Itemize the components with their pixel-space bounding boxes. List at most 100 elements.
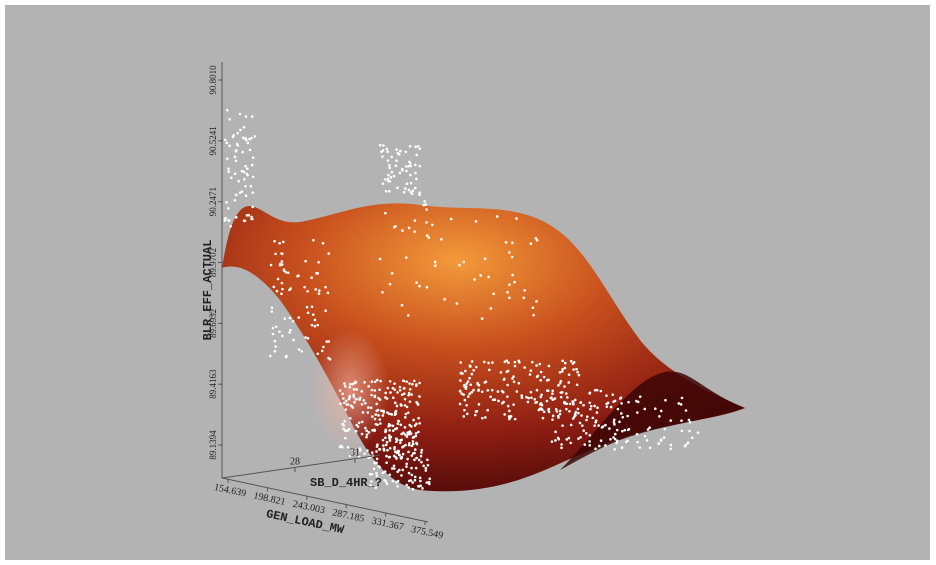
scatter-dot [414,171,417,175]
scatter-dot [381,414,385,417]
scatter-dot [396,470,399,474]
scatter-dot [280,252,283,255]
scatter-dot [588,401,592,405]
scatter-dot [386,411,389,414]
scatter-dot [401,229,404,232]
scatter-dot [378,418,382,421]
scatter-dot [542,375,546,379]
scatter-dot [228,118,231,121]
scatter-dot [306,289,309,293]
scatter-dot [405,165,408,168]
scatter-dot [669,447,673,451]
scatter-dot [385,454,388,458]
scatter-dot [604,444,607,447]
scatter-dot [496,390,500,393]
scatter-dot [407,443,411,447]
scatter-dot [539,379,543,382]
scatter-dot [392,174,396,178]
scatter-dot [540,393,543,397]
scatter-dot [574,410,578,414]
scatter-dot [360,432,364,436]
scatter-dot [384,189,388,193]
scatter-dot [567,436,571,440]
scatter-dot [407,391,411,395]
scatter-dot [381,149,385,152]
scatter-dot [535,300,538,303]
z-tick-label: 89.4163 [208,369,218,399]
scatter-dot [362,399,366,402]
scatter-dot [386,150,389,153]
scatter-dot [246,173,249,177]
scatter-dot [317,260,320,264]
scatter-dot [627,427,631,431]
scatter-dot [388,282,392,286]
scatter-dot [405,465,408,468]
scatter-dot [416,403,420,406]
scatter-dot [407,471,411,475]
scatter-dot [503,413,506,416]
x-axis [221,477,429,523]
scatter-dot [352,388,356,391]
z-tick-label: 89.1394 [208,430,218,460]
scatter-dot [411,487,415,491]
scatter-dot [413,458,416,462]
scatter-dot [477,388,480,392]
z-tick-label: 89.9702 [208,248,218,277]
scatter-dot [395,159,398,163]
scatter-dot [426,458,429,462]
scatter-dot [418,395,421,398]
scatter-dot [501,401,504,405]
scatter-dot [669,419,673,422]
scatter-dot [389,391,392,394]
scatter-dot [487,361,490,365]
scatter-dot [387,173,390,177]
scatter-dot [558,371,562,374]
scatter-dot [339,402,342,406]
scatter-dot [288,316,292,320]
scatter-dot [464,387,468,390]
scatter-dot [284,270,288,274]
scatter-dot [406,411,410,414]
scatter-dot [390,170,394,174]
scatter-dot [462,415,466,418]
scatter-dot [406,433,409,436]
scatter-dot [558,381,562,385]
scatter-dot [391,424,395,428]
scatter-dot [563,366,567,370]
scatter-dot [375,477,379,481]
scatter-dot [551,389,554,393]
scatter-dot [418,164,422,168]
scatter-dot [470,372,474,376]
scatter-dot [225,108,229,112]
scatter-dot [414,432,418,435]
scatter-dot [569,423,573,427]
scatter-dot [413,424,417,427]
scatter-dot [411,440,415,443]
scatter-dot [377,414,380,417]
scatter-dot [507,415,511,418]
scatter-dot [459,379,462,382]
scatter-dot [486,389,490,392]
scatter-dot [385,440,389,444]
scatter-dot [520,394,524,397]
scatter-dot [395,438,399,442]
scatter-dot [680,396,684,400]
scatter-dot [251,191,254,194]
scatter-dot [386,448,389,452]
scatter-dot [394,450,398,453]
scatter-dot [458,263,461,267]
scatter-dot [394,427,397,431]
scatter-dot [400,393,404,397]
scatter-dot [465,382,468,385]
scatter-dot [576,407,580,411]
scatter-dot [572,361,576,364]
scatter-dot [371,428,374,432]
scatter-dot [282,268,286,271]
scatter-dot [353,381,356,385]
scatter-dot [400,432,403,436]
scatter-dot [567,373,571,376]
scatter-dot [385,461,388,464]
scatter-dot [367,431,371,434]
scatter-dot [527,396,530,400]
scatter-dot [370,415,374,418]
